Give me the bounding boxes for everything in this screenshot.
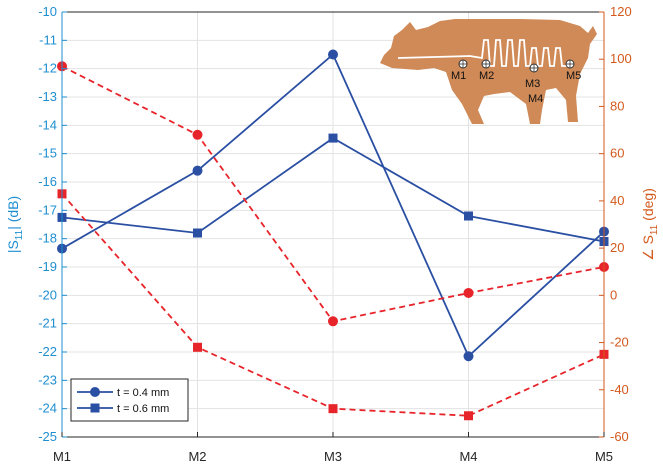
data-point [328,316,338,327]
left-tick-label: -16 [38,174,57,189]
left-tick-label: -19 [38,259,57,274]
right-tick-label: -20 [610,335,629,350]
legend-box [70,378,189,422]
right-tick-label: 120 [610,4,632,19]
right-axis-title: ∠ S11 (deg) [640,188,660,261]
legend-label: t = 0.6 mm [117,403,169,415]
x-tick-label: M1 [53,449,71,464]
x-tick-label: M2 [188,449,206,464]
left-tick-label: -20 [38,287,57,302]
probe-label: M3 [525,78,540,90]
data-point [192,129,203,140]
data-point [328,49,338,60]
right-tick-label: -40 [610,382,629,397]
probe-label: M4 [528,93,543,105]
x-tick-label: M4 [459,449,477,464]
probe-label: M1 [451,70,466,82]
left-tick-label: -24 [38,401,57,416]
data-point [192,165,203,176]
probe-label: M2 [479,70,494,82]
data-point [193,342,202,352]
legend-label: t = 0.4 mm [117,387,169,399]
legend: t = 0.4 mm t = 0.6 mm [70,378,189,422]
left-tick-label: -12 [38,61,57,76]
left-tick-label: -17 [38,202,57,217]
left-tick-label: -14 [38,117,57,132]
right-tick-label: 60 [610,146,624,161]
right-tick-label: 80 [610,98,624,113]
data-point [328,133,338,143]
left-tick-label: -15 [38,146,57,161]
right-tick-label: 20 [610,240,624,255]
data-point [463,351,474,362]
data-point [463,287,474,298]
left-axis-title: |S11| (dB) [5,196,25,253]
legend-marker [90,403,100,413]
left-tick-label: -18 [38,231,57,246]
right-tick-label: 100 [610,51,632,66]
x-tick-label: M3 [324,449,342,464]
left-tick-label: -13 [38,89,57,104]
data-point [193,228,202,238]
data-point [464,411,473,421]
pig-silhouette-icon [380,19,597,124]
x-tick-label: M5 [595,449,613,464]
right-tick-label: -60 [610,429,629,444]
left-tick-label: -10 [38,4,57,19]
probe-label: M5 [566,70,581,82]
left-tick-label: -22 [38,344,57,359]
right-tick-label: 0 [610,287,617,302]
left-tick-label: -25 [38,429,57,444]
right-tick-label: 40 [610,193,624,208]
left-tick-label: -21 [38,316,57,331]
data-point [464,211,473,221]
data-point [328,404,338,414]
axes: -10 -11 -12 -13 -14 -15 -16 -17 -18 -19 -20 -21 -22 -… [5,4,660,464]
inset-labels: M1 M2 M3 M4 M5 [451,59,581,105]
left-tick-label: -23 [38,372,57,387]
left-tick-label: -11 [39,32,57,47]
legend-marker [90,387,100,397]
